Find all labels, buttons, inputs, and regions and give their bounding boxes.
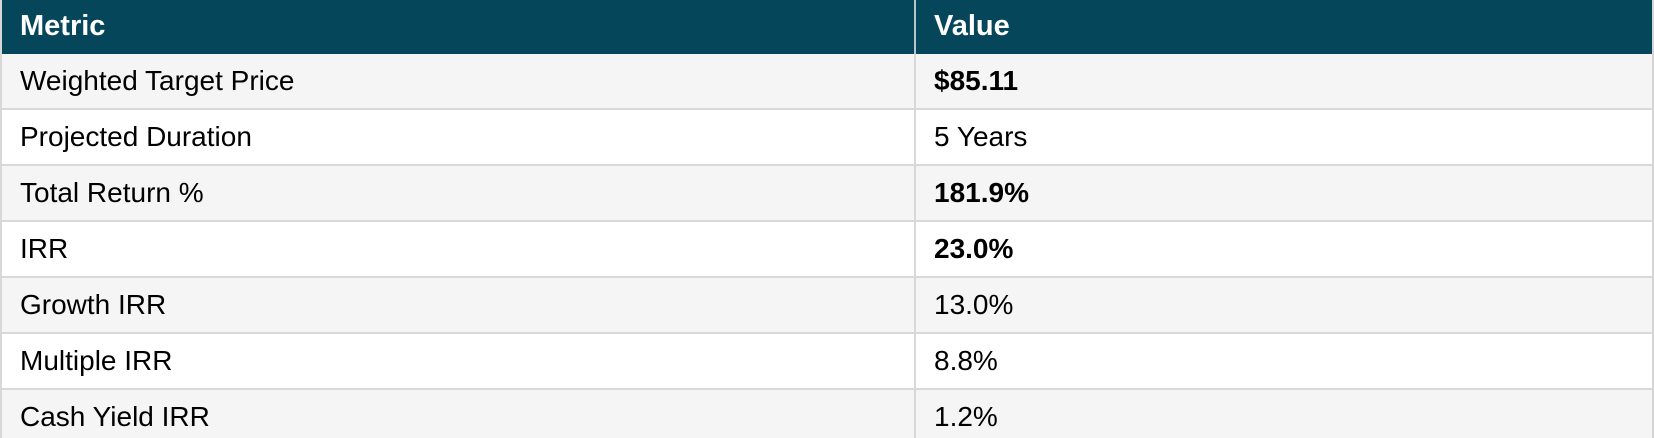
metric-cell: Multiple IRR <box>1 333 916 390</box>
table-row: IRR 23.0% <box>1 221 1653 278</box>
value-cell: 181.9% <box>915 165 1653 222</box>
metric-cell: Growth IRR <box>1 277 916 334</box>
value-cell: 8.8% <box>915 333 1653 390</box>
metric-cell: IRR <box>1 221 916 278</box>
table-row: Multiple IRR 8.8% <box>1 333 1653 390</box>
metric-cell: Weighted Target Price <box>1 54 916 110</box>
metric-cell: Total Return % <box>1 165 916 222</box>
metric-cell: Projected Duration <box>1 109 916 166</box>
value-cell: 13.0% <box>915 277 1653 334</box>
value-cell: 5 Years <box>915 109 1653 166</box>
table-row: Cash Yield IRR 1.2% <box>1 389 1653 438</box>
table-row: Growth IRR 13.0% <box>1 277 1653 334</box>
column-header-value: Value <box>915 0 1653 54</box>
metric-cell: Cash Yield IRR <box>1 389 916 438</box>
table-row: Weighted Target Price $85.11 <box>1 54 1653 110</box>
value-cell: $85.11 <box>915 54 1653 110</box>
table-header: Metric Value <box>1 0 1653 54</box>
column-header-metric: Metric <box>1 0 916 54</box>
table-body: Weighted Target Price $85.11 Projected D… <box>1 54 1653 438</box>
value-cell: 23.0% <box>915 221 1653 278</box>
table-row: Projected Duration 5 Years <box>1 109 1653 166</box>
value-cell: 1.2% <box>915 389 1653 438</box>
header-row: Metric Value <box>1 0 1653 54</box>
table-row: Total Return % 181.9% <box>1 165 1653 222</box>
